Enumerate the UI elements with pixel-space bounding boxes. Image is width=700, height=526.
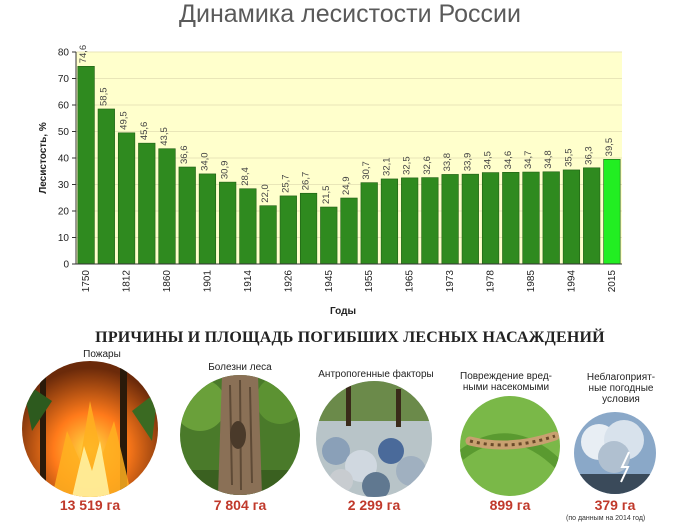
bar-data-label: 58,5 xyxy=(98,87,109,106)
x-tick-label: 2015 xyxy=(607,270,618,293)
bar xyxy=(219,181,237,265)
y-tick-label: 0 xyxy=(63,260,69,271)
y-tick-label: 20 xyxy=(58,207,70,218)
x-tick-label: 1985 xyxy=(526,270,537,293)
caterpillar-icon xyxy=(460,396,560,496)
y-axis-title: Лесистость, % xyxy=(38,122,49,194)
section-title: ПРИЧИНЫ И ПЛОЩАДЬ ПОГИБШИХ ЛЕСНЫХ НАСАЖД… xyxy=(95,329,605,346)
bar xyxy=(158,148,176,265)
bar xyxy=(320,206,338,265)
bar xyxy=(299,192,318,265)
bar-data-label: 33,9 xyxy=(462,153,473,172)
bar-data-label: 32,1 xyxy=(381,157,392,176)
bar xyxy=(279,195,297,265)
bar xyxy=(542,171,560,265)
fire-icon xyxy=(22,361,158,497)
bar-data-label: 39,5 xyxy=(604,138,615,157)
chart-title: Динамика лесистости России xyxy=(179,0,521,28)
bar xyxy=(340,197,358,265)
x-tick-label: 1955 xyxy=(364,270,375,293)
x-axis-title: Годы xyxy=(330,306,356,317)
bar xyxy=(401,177,419,265)
bar-data-label: 49,5 xyxy=(119,111,130,130)
x-tick-label: 1994 xyxy=(566,270,577,293)
bar-data-label: 21,5 xyxy=(321,186,332,205)
bar xyxy=(178,166,196,265)
bar-data-label: 32,6 xyxy=(422,156,433,175)
bar xyxy=(481,172,500,265)
bar-data-label: 43,5 xyxy=(159,127,170,146)
cause-area-weather: 379 га xyxy=(594,497,636,513)
bar xyxy=(198,173,217,265)
x-tick-label: 1914 xyxy=(243,270,254,293)
bar xyxy=(77,66,95,265)
y-tick-label: 50 xyxy=(58,127,70,138)
cause-label-weather: Неблагоприят-ные погодные условия xyxy=(586,372,656,405)
x-tick-label: 1750 xyxy=(81,270,92,293)
storm-cloud-icon xyxy=(574,412,656,494)
cause-area-anthropogenic: 2 299 га xyxy=(347,497,401,513)
bar-data-label: 34,6 xyxy=(503,151,514,170)
bar-data-label: 34,0 xyxy=(199,152,210,171)
bar xyxy=(239,188,257,265)
bar-data-label: 34,7 xyxy=(523,151,534,170)
bar-data-label: 45,6 xyxy=(139,122,150,141)
x-tick-label: 1901 xyxy=(202,270,213,293)
bar-data-label: 32,5 xyxy=(402,156,413,175)
footnote: (по данным на 2014 год) xyxy=(566,515,646,522)
bar xyxy=(522,171,540,265)
y-tick-label: 60 xyxy=(58,101,70,112)
y-tick-label: 80 xyxy=(58,48,70,59)
bar-data-label: 36,3 xyxy=(584,146,595,165)
bar xyxy=(117,132,136,265)
x-tick-label: 1860 xyxy=(162,270,173,293)
bar-data-label: 26,7 xyxy=(301,172,312,191)
bar-data-label: 30,7 xyxy=(361,161,372,180)
y-tick-label: 30 xyxy=(58,180,70,191)
bar xyxy=(259,205,277,265)
bar-data-label: 34,5 xyxy=(483,151,494,170)
cause-area-diseases: 7 804 га xyxy=(213,497,267,513)
bar-data-label: 30,9 xyxy=(220,161,231,180)
cause-label-fires: Пожары xyxy=(83,349,121,360)
bar-data-label: 22,0 xyxy=(260,184,271,203)
x-tick-label: 1978 xyxy=(486,270,497,293)
x-tick-label: 1945 xyxy=(324,270,335,293)
bar xyxy=(562,169,581,265)
cause-area-fires: 13 519 га xyxy=(59,497,121,513)
bar xyxy=(421,177,439,265)
garbage-icon xyxy=(316,381,432,497)
x-tick-label: 1926 xyxy=(283,270,294,293)
bar-data-label: 36,6 xyxy=(179,146,190,165)
x-tick-label: 1973 xyxy=(445,270,456,293)
forest-cover-bar-chart: 74,6 1750 58,5 49,5 1812 45,6 43,5 1860 36,6 34,0… xyxy=(38,45,622,317)
bar xyxy=(97,108,115,265)
bar xyxy=(461,173,479,265)
x-tick-label: 1965 xyxy=(405,270,416,293)
bar-data-label: 28,4 xyxy=(240,167,251,186)
bar xyxy=(360,182,378,265)
bar xyxy=(441,174,459,265)
bar xyxy=(138,142,156,265)
y-tick-label: 70 xyxy=(58,74,70,85)
tree-trunk-icon xyxy=(180,375,300,495)
bar xyxy=(583,167,601,265)
bar xyxy=(380,178,399,265)
bar-data-label: 25,7 xyxy=(280,174,291,193)
cause-label-insects: Повреждение вред-ными насекомыми xyxy=(460,371,552,393)
bar-data-label: 74,6 xyxy=(78,45,89,64)
cause-label-anthropogenic: Антропогенные факторы xyxy=(318,369,434,380)
y-tick-label: 40 xyxy=(58,154,70,165)
cause-area-insects: 899 га xyxy=(489,497,531,513)
bar xyxy=(502,172,520,265)
bar-data-label: 24,9 xyxy=(341,177,352,196)
cause-label-diseases: Болезни леса xyxy=(208,362,272,373)
y-tick-label: 10 xyxy=(58,233,70,244)
bar-data-label: 33,8 xyxy=(442,153,453,172)
bar xyxy=(603,159,621,265)
bar-data-label: 35,5 xyxy=(563,148,574,167)
bar-data-label: 34,8 xyxy=(543,150,554,169)
x-tick-label: 1812 xyxy=(122,270,133,293)
